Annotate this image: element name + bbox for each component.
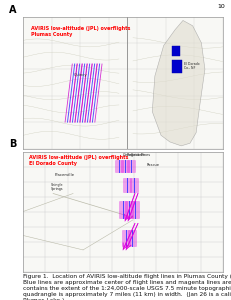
Text: Figure 1.  Location of AVIRIS low-altitude flight lines in Plumas County (A) and: Figure 1. Location of AVIRIS low-altitud…: [23, 274, 231, 300]
Bar: [171, 60, 181, 73]
Text: 10: 10: [216, 4, 224, 10]
Text: Pollock Pines: Pollock Pines: [126, 153, 149, 157]
Bar: [127, 160, 135, 172]
Text: Quincy: Quincy: [74, 73, 87, 77]
Bar: [125, 201, 132, 218]
Text: El Dorado
Co., NF: El Dorado Co., NF: [183, 62, 198, 70]
Bar: [171, 46, 179, 56]
Text: AVIRIS low-altitude (JPL) overflights
Plumas County: AVIRIS low-altitude (JPL) overflights Pl…: [31, 26, 130, 37]
Text: Georgetown: Georgetown: [122, 153, 145, 157]
Polygon shape: [152, 20, 204, 146]
Text: Rescue: Rescue: [146, 163, 159, 167]
Bar: [123, 178, 131, 192]
Bar: [128, 230, 135, 246]
Text: B: B: [9, 139, 17, 149]
Bar: [122, 230, 129, 246]
Text: AVIRIS low-altitude (JPL) overflights
El Dorado County: AVIRIS low-altitude (JPL) overflights El…: [29, 155, 128, 166]
Text: A: A: [9, 5, 17, 15]
Bar: [120, 160, 128, 172]
Text: Placerville: Placerville: [55, 172, 75, 176]
Bar: [131, 201, 139, 218]
Text: Shingle
Springs: Shingle Springs: [51, 183, 64, 191]
Bar: [130, 178, 138, 192]
Bar: [114, 160, 122, 172]
Bar: [118, 201, 126, 218]
